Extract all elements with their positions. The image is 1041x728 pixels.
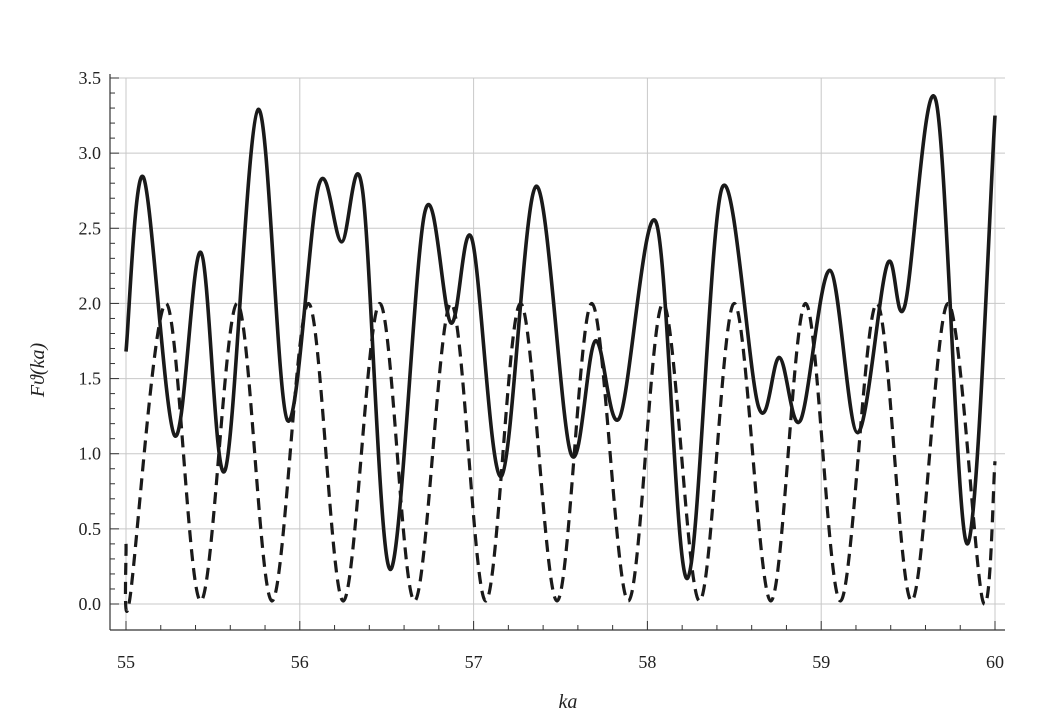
y-tick-label: 0.5 (79, 519, 102, 539)
y-tick-label: 2.0 (79, 293, 102, 313)
y-tick-label: 1.0 (79, 444, 102, 464)
x-axis-title: ka (559, 691, 578, 713)
solid-series-line (124, 94, 997, 581)
x-tick-label: 60 (986, 652, 1004, 672)
plot-area (123, 94, 997, 613)
x-tick-label: 59 (812, 652, 830, 672)
tick-labels: 55 56 57 58 59 60 0.0 0.5 1.0 1.5 2.0 2.5 3.0 3.5 (79, 68, 1005, 672)
grid-lines (110, 77, 1005, 630)
y-tick-label: 0.0 (79, 594, 102, 614)
y-axis-title: Fϑ(ka) (27, 343, 49, 399)
y-tick-label: 3.5 (79, 68, 102, 88)
y-tick-label: 1.5 (79, 369, 102, 389)
x-tick-label: 56 (291, 652, 309, 672)
axes (109, 74, 1005, 631)
dashed-series-line (123, 301, 997, 613)
x-tick-label: 58 (638, 652, 656, 672)
x-tick-label: 55 (117, 652, 135, 672)
x-tick-label: 57 (465, 652, 483, 672)
y-tick-label: 2.5 (79, 218, 102, 238)
y-tick-label: 3.0 (79, 143, 102, 163)
